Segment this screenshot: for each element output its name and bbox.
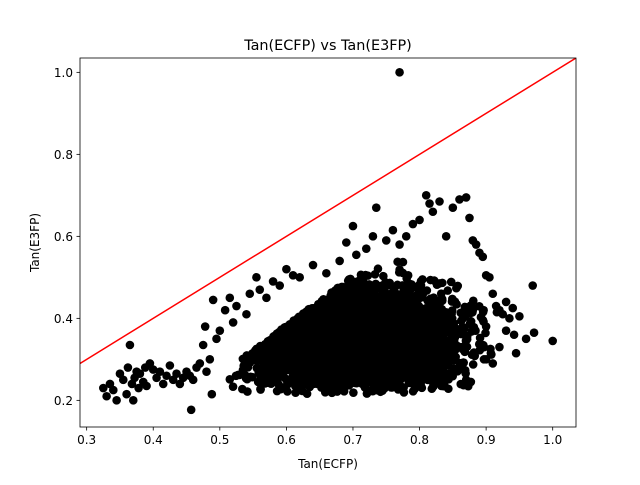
cloud-point xyxy=(231,371,241,381)
cloud-point xyxy=(393,257,402,267)
cloud-point xyxy=(245,358,255,367)
cloud-point xyxy=(389,287,399,297)
cloud-point xyxy=(238,354,248,364)
cloud-point xyxy=(444,375,453,384)
cloud-point xyxy=(416,290,426,300)
cloud-point xyxy=(471,326,480,336)
data-points xyxy=(99,68,557,415)
cloud-point xyxy=(332,387,342,396)
cloud-point xyxy=(253,354,263,363)
cloud-point xyxy=(426,275,435,285)
cloud-point xyxy=(468,360,478,369)
cloud-point xyxy=(448,294,457,304)
cloud-point xyxy=(460,323,469,333)
cloud-point xyxy=(370,270,380,279)
cloud-point xyxy=(457,362,467,371)
cloud-point xyxy=(476,312,486,322)
cloud-point xyxy=(443,286,453,295)
cloud-point xyxy=(438,368,447,378)
cloud-point xyxy=(429,317,439,327)
cloud-point xyxy=(468,296,478,306)
cloud-point xyxy=(469,348,479,357)
cloud-point xyxy=(393,355,403,364)
cloud-point xyxy=(332,287,341,296)
cloud-point xyxy=(433,350,443,360)
cloud-point xyxy=(403,271,413,280)
cloud-point xyxy=(278,364,288,373)
cloud-point xyxy=(395,380,405,390)
cloud-point xyxy=(376,387,385,397)
cloud-point xyxy=(486,344,495,354)
cloud-point xyxy=(446,277,456,287)
cloud-point xyxy=(459,308,469,317)
cloud-point xyxy=(461,369,470,378)
cloud-point xyxy=(474,302,484,311)
cloud-point xyxy=(228,382,238,391)
cloud-point xyxy=(479,342,489,352)
cloud-point xyxy=(435,279,444,288)
cloud-point xyxy=(252,363,262,373)
cloud-point xyxy=(447,306,457,315)
cloud-point xyxy=(356,270,366,280)
cloud-point xyxy=(242,374,252,384)
cloud-point xyxy=(238,365,248,375)
cloud-point xyxy=(426,301,435,310)
cloud-point xyxy=(349,388,358,397)
cloud-point xyxy=(481,328,490,338)
cloud-point xyxy=(453,281,463,291)
